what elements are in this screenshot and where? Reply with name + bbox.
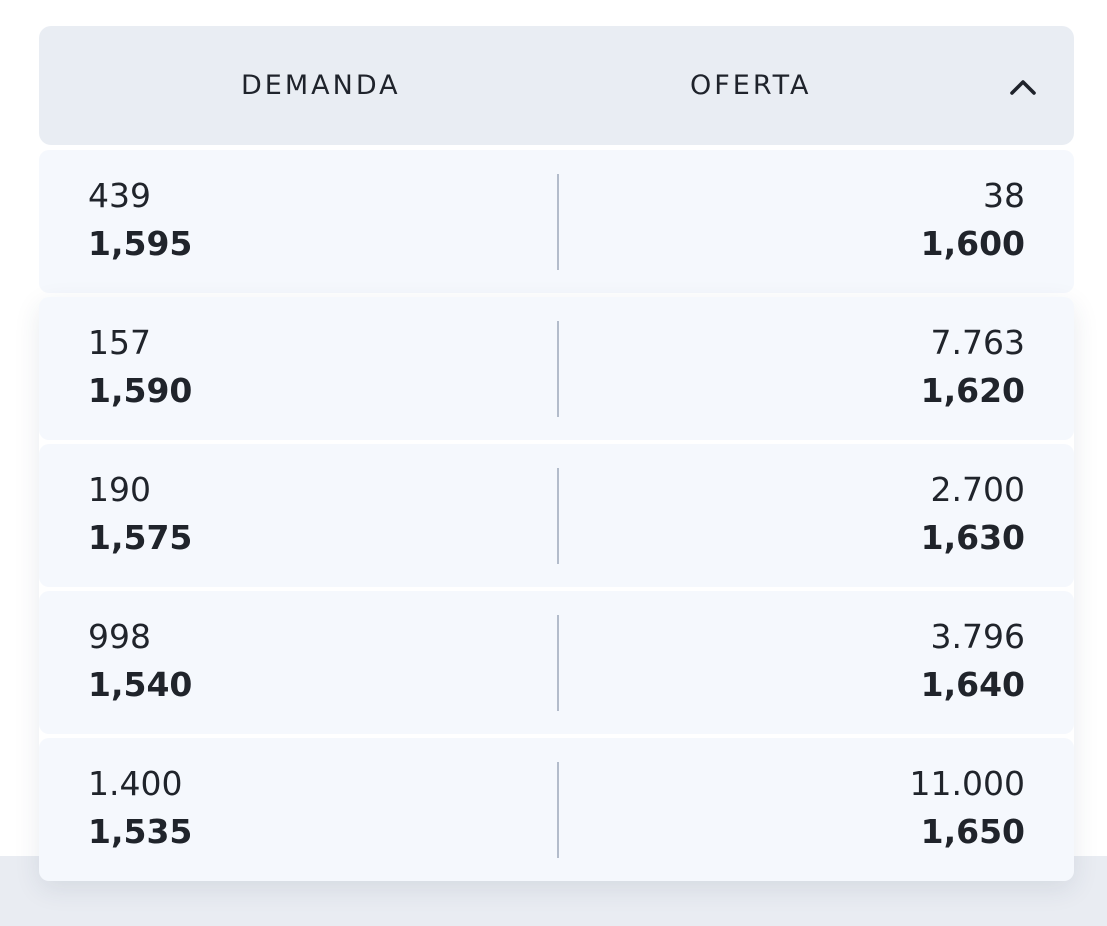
bid-cell: 1.400 1,535: [88, 760, 192, 856]
bid-price: 1,590: [88, 371, 193, 410]
bid-price: 1,575: [88, 518, 193, 557]
bid-cell: 998 1,540: [88, 613, 192, 709]
order-book-header: DEMANDA OFERTA: [39, 26, 1074, 145]
order-book-row: 1.400 1,535 11.000 1,650: [39, 738, 1074, 881]
ask-price: 1,630: [920, 518, 1025, 557]
bid-price: 1,540: [88, 665, 193, 704]
chevron-up-icon: [1010, 80, 1036, 95]
bid-price: 1,595: [88, 224, 193, 263]
ask-price: 1,600: [920, 224, 1025, 263]
order-book-row: 190 1,575 2.700 1,630: [39, 444, 1074, 587]
row-divider: [557, 321, 559, 417]
bid-cell: 157 1,590: [88, 319, 192, 415]
ask-cell: 3.796 1,640: [921, 613, 1025, 709]
order-book-row: 998 1,540 3.796 1,640: [39, 591, 1074, 734]
ask-quantity: 7.763: [930, 323, 1025, 362]
bid-cell: 190 1,575: [88, 466, 192, 562]
bid-quantity: 157: [88, 323, 151, 362]
order-book-row: 157 1,590 7.763 1,620: [39, 297, 1074, 440]
ask-price: 1,620: [920, 371, 1025, 410]
demand-column-title: DEMANDA: [241, 70, 401, 101]
ask-quantity: 11.000: [909, 764, 1025, 803]
order-book: DEMANDA OFERTA 439 1,595 38 1,600 157: [39, 26, 1074, 881]
ask-quantity: 38: [983, 176, 1025, 215]
row-divider: [557, 762, 559, 858]
bid-quantity: 190: [88, 470, 151, 509]
ask-price: 1,650: [920, 812, 1025, 851]
bid-price: 1,535: [88, 812, 193, 851]
bid-quantity: 1.400: [88, 764, 183, 803]
order-book-row: 439 1,595 38 1,600: [39, 150, 1074, 293]
bid-cell: 439 1,595: [88, 172, 192, 268]
order-book-rows: 439 1,595 38 1,600 157 1,590 7.763 1,620: [39, 150, 1074, 881]
collapse-toggle-button[interactable]: [1006, 70, 1040, 104]
bid-quantity: 439: [88, 176, 151, 215]
offer-column-title: OFERTA: [690, 70, 812, 101]
ask-price: 1,640: [920, 665, 1025, 704]
ask-cell: 38 1,600: [921, 172, 1025, 268]
bid-quantity: 998: [88, 617, 151, 656]
row-divider: [557, 468, 559, 564]
ask-cell: 11.000 1,650: [910, 760, 1025, 856]
row-divider: [557, 615, 559, 711]
ask-cell: 2.700 1,630: [921, 466, 1025, 562]
ask-cell: 7.763 1,620: [921, 319, 1025, 415]
ask-quantity: 3.796: [930, 617, 1025, 656]
ask-quantity: 2.700: [930, 470, 1025, 509]
row-divider: [557, 174, 559, 270]
order-book-rows-expanded: 157 1,590 7.763 1,620 190 1,575 2.700 1,…: [39, 297, 1074, 881]
